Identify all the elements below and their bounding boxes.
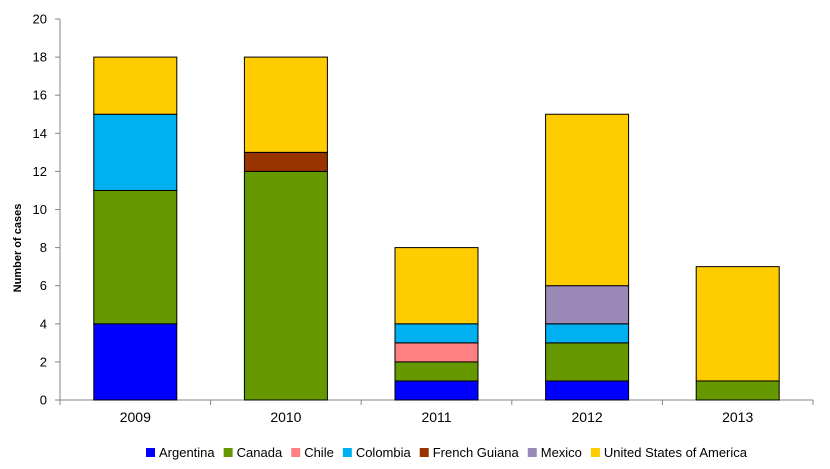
legend-swatch	[145, 448, 155, 457]
y-tick-label: 14	[33, 126, 47, 141]
y-tick-label: 6	[40, 278, 47, 293]
x-tick-label: 2010	[270, 409, 301, 425]
y-tick-label: 2	[40, 354, 47, 369]
legend-label: Canada	[237, 445, 283, 460]
bar-segment-argentina-2009	[93, 323, 178, 401]
x-tick-label: 2012	[572, 409, 603, 425]
bar-segment-colombia-2011	[394, 323, 479, 344]
y-tick-label: 8	[40, 240, 47, 255]
bar-segment-chile-2011	[394, 342, 479, 363]
legend-label: French Guiana	[433, 445, 520, 460]
legend-swatch	[419, 448, 429, 457]
bars	[93, 56, 780, 401]
x-tick-label: 2009	[120, 409, 151, 425]
legend: Argentina Canada Chile Colombia French Guian…	[145, 445, 748, 460]
x-tick-label: 2013	[722, 409, 753, 425]
y-tick-label: 12	[33, 164, 47, 179]
bar-segment-colombia-2012	[545, 323, 630, 344]
legend-label: Argentina	[159, 445, 215, 460]
x-tick-label: 2011	[421, 409, 451, 425]
legend-swatch	[342, 448, 352, 457]
legend-swatch	[291, 448, 301, 457]
y-axis-label: Number of cases	[12, 204, 24, 293]
bar-segment-mexico-2012	[545, 285, 630, 325]
bar-segment-colombia-2009	[93, 113, 178, 191]
legend-item-canada: Canada	[223, 445, 283, 460]
legend-item-argentina: Argentina	[145, 445, 215, 460]
y-tick-label: 20	[33, 12, 47, 27]
y-tick-label: 4	[40, 316, 47, 331]
bar-segment-canada-2010	[243, 170, 328, 401]
legend-item-united-states-of-america: United States of America	[590, 445, 748, 460]
bar-segment-canada-2013	[695, 380, 780, 401]
legend-item-colombia: Colombia	[342, 445, 412, 460]
legend-swatch	[223, 448, 233, 457]
bar-segment-canada-2012	[545, 342, 630, 382]
legend-item-chile: Chile	[291, 445, 334, 460]
legend-label: Mexico	[541, 445, 582, 460]
y-tick-label: 18	[33, 50, 47, 65]
legend-label: United States of America	[604, 445, 748, 460]
bar-segment-argentina-2011	[394, 380, 479, 401]
legend-label: Chile	[304, 445, 334, 460]
bar-segment-french-guiana-2010	[243, 151, 328, 172]
y-tick-label: 0	[40, 393, 47, 408]
bar-segment-canada-2009	[93, 189, 178, 325]
bar-segment-united-states-of-america-2010	[243, 56, 328, 153]
legend-swatch	[590, 448, 600, 457]
bar-segment-united-states-of-america-2011	[394, 247, 479, 325]
y-tick-label: 10	[33, 202, 47, 217]
bar-segment-united-states-of-america-2013	[695, 266, 780, 382]
legend-item-mexico: Mexico	[527, 445, 582, 460]
legend-item-french-guiana: French Guiana	[419, 445, 520, 460]
bar-segment-united-states-of-america-2012	[545, 113, 630, 287]
axes: 0 2 4 6 8 10 12 14 16 18 20 2009 2010 2011 2012 2013	[33, 12, 814, 425]
y-tick-label: 16	[33, 88, 47, 103]
legend-label: Colombia	[356, 445, 412, 460]
bar-segment-canada-2011	[394, 361, 479, 382]
bar-segment-united-states-of-america-2009	[93, 56, 178, 115]
bar-segment-argentina-2012	[545, 380, 630, 401]
legend-swatch	[527, 448, 537, 457]
